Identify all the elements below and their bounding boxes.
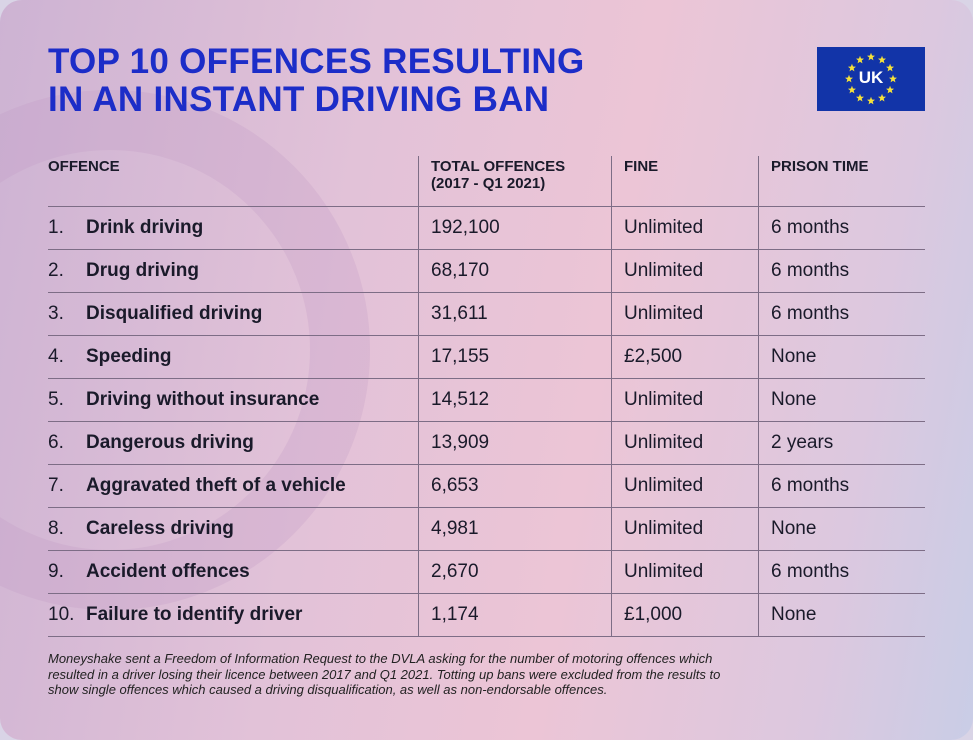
- table-row: 6. Dangerous driving 13,909 Unlimited 2 year…: [48, 421, 925, 465]
- cell-total: 192,100: [418, 206, 612, 250]
- cell-offence: 5. Driving without insurance: [48, 378, 419, 422]
- table-row: 8. Careless driving 4,981 Unlimited None: [48, 507, 925, 551]
- row-number: 10.: [48, 604, 75, 625]
- cell-total: 1,174: [418, 593, 612, 637]
- star-icon: [886, 63, 895, 72]
- cell-prison: 6 months: [758, 292, 925, 336]
- cell-offence: 1. Drink driving: [48, 206, 419, 250]
- table-row: 7. Aggravated theft of a vehicle 6,653 Unli…: [48, 464, 925, 508]
- eu-flag-icon: UK: [817, 47, 925, 111]
- cell-fine: Unlimited: [611, 292, 759, 336]
- table-row: 10. Failure to identify driver 1,174 £1,000…: [48, 593, 925, 637]
- star-icon: [856, 55, 864, 64]
- cell-offence: 9. Accident offences: [48, 550, 419, 594]
- cell-total: 13,909: [418, 421, 612, 465]
- star-icon: [845, 74, 853, 83]
- title-line-2: IN AN INSTANT DRIVING BAN: [48, 80, 550, 119]
- offence-name: Disqualified driving: [86, 303, 263, 324]
- row-number: 9.: [48, 561, 64, 582]
- row-number: 7.: [48, 475, 64, 496]
- offence-name: Speeding: [86, 346, 172, 367]
- cell-total: 2,670: [418, 550, 612, 594]
- flag-stars: [845, 52, 897, 105]
- cell-offence: 3. Disqualified driving: [48, 292, 419, 336]
- header-total-line-2: (2017 - Q1 2021): [431, 175, 546, 192]
- offence-name: Drug driving: [86, 260, 199, 281]
- cell-total: 68,170: [418, 249, 612, 293]
- cell-total: 17,155: [418, 335, 612, 379]
- star-icon: [847, 63, 856, 72]
- page-title: TOP 10 OFFENCES RESULTING IN AN INSTANT …: [48, 43, 584, 119]
- cell-prison: 6 months: [758, 464, 925, 508]
- cell-offence: 2. Drug driving: [48, 249, 419, 293]
- star-icon: [878, 93, 886, 102]
- offence-name: Dangerous driving: [86, 432, 254, 453]
- cell-fine: Unlimited: [611, 378, 759, 422]
- header-total-line-1: TOTAL OFFENCES: [431, 158, 566, 175]
- header-total: TOTAL OFFENCES (2017 - Q1 2021): [418, 156, 612, 207]
- header-prison: PRISON TIME: [758, 156, 925, 207]
- star-icon: [867, 52, 875, 61]
- cell-fine: Unlimited: [611, 507, 759, 551]
- offence-name: Failure to identify driver: [86, 604, 303, 625]
- cell-total: 6,653: [418, 464, 612, 508]
- header-fine: FINE: [611, 156, 759, 207]
- cell-total: 14,512: [418, 378, 612, 422]
- header-offence: OFFENCE: [48, 158, 120, 175]
- offence-name: Aggravated theft of a vehicle: [86, 475, 346, 496]
- offence-name: Careless driving: [86, 518, 234, 539]
- cell-fine: £1,000: [611, 593, 759, 637]
- table-row: 5. Driving without insurance 14,512 Unlimit…: [48, 378, 925, 422]
- star-icon: [867, 96, 875, 105]
- cell-prison: 2 years: [758, 421, 925, 465]
- row-number: 2.: [48, 260, 64, 281]
- star-icon: [847, 85, 856, 94]
- cell-fine: Unlimited: [611, 249, 759, 293]
- offences-table: OFFENCE TOTAL OFFENCES (2017 - Q1 2021) …: [48, 156, 925, 637]
- star-icon: [886, 85, 895, 94]
- table-row: 2. Drug driving 68,170 Unlimited 6 months: [48, 249, 925, 293]
- cell-fine: Unlimited: [611, 206, 759, 250]
- cell-offence: 4. Speeding: [48, 335, 419, 379]
- cell-offence: 8. Careless driving: [48, 507, 419, 551]
- row-number: 6.: [48, 432, 64, 453]
- cell-prison: None: [758, 378, 925, 422]
- row-number: 3.: [48, 303, 64, 324]
- cell-prison: None: [758, 335, 925, 379]
- footnote: Moneyshake sent a Freedom of Information…: [48, 651, 721, 697]
- star-icon: [889, 74, 897, 83]
- cell-total: 4,981: [418, 507, 612, 551]
- offence-name: Driving without insurance: [86, 389, 320, 410]
- cell-prison: None: [758, 593, 925, 637]
- table-row: 3. Disqualified driving 31,611 Unlimited 6 m…: [48, 292, 925, 336]
- cell-offence: 7. Aggravated theft of a vehicle: [48, 464, 419, 508]
- table-header-row: OFFENCE TOTAL OFFENCES (2017 - Q1 2021) …: [48, 156, 925, 207]
- cell-total: 31,611: [418, 292, 612, 336]
- cell-offence: 6. Dangerous driving: [48, 421, 419, 465]
- row-number: 4.: [48, 346, 64, 367]
- cell-fine: Unlimited: [611, 550, 759, 594]
- table-row: 4. Speeding 17,155 £2,500 None: [48, 335, 925, 379]
- offence-name: Accident offences: [86, 561, 250, 582]
- cell-prison: 6 months: [758, 550, 925, 594]
- title-line-1: TOP 10 OFFENCES RESULTING: [48, 42, 585, 81]
- cell-fine: Unlimited: [611, 464, 759, 508]
- cell-prison: None: [758, 507, 925, 551]
- row-number: 1.: [48, 217, 64, 238]
- row-number: 8.: [48, 518, 64, 539]
- offence-name: Drink driving: [86, 217, 204, 238]
- star-icon: [856, 93, 864, 102]
- table-row: 1. Drink driving 192,100 Unlimited 6 months: [48, 206, 925, 250]
- row-number: 5.: [48, 389, 64, 410]
- flag-label: UK: [858, 68, 884, 87]
- cell-offence: 10. Failure to identify driver: [48, 593, 419, 637]
- star-icon: [878, 55, 886, 64]
- cell-prison: 6 months: [758, 206, 925, 250]
- table-row: 9. Accident offences 2,670 Unlimited 6 month…: [48, 550, 925, 594]
- cell-fine: £2,500: [611, 335, 759, 379]
- cell-prison: 6 months: [758, 249, 925, 293]
- cell-fine: Unlimited: [611, 421, 759, 465]
